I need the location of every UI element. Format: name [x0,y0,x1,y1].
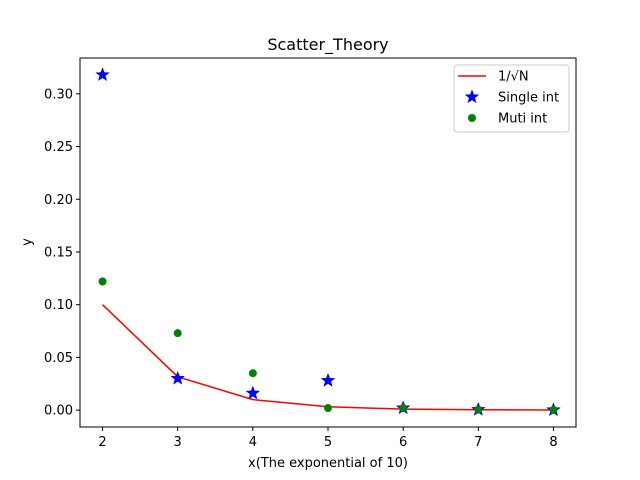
x-tick-label: 3 [174,435,182,450]
muti-int-dot-marker [98,277,107,286]
single-int-star-marker [245,385,261,400]
y-tick-label: 0.20 [44,193,73,208]
y-tick-label: 0.10 [44,298,73,313]
x-tick-label: 8 [549,435,557,450]
y-tick-label: 0.05 [44,351,73,366]
legend-label: Muti int [498,112,547,127]
single-int-star-marker [170,370,186,385]
x-tick-label: 6 [399,435,407,450]
muti-int-dot-marker [324,404,332,413]
y-tick-label: 0.25 [44,140,73,155]
y-tick-label: 0.00 [44,404,73,419]
x-axis: 2 3 4 5 6 7 8 [98,427,558,450]
legend-box [453,64,570,133]
y-tick-label: 0.15 [44,245,73,260]
legend-label: 1/√N [498,70,529,85]
x-tick-label: 5 [324,435,332,450]
single-int-star-marker [95,67,110,82]
y-tick-label: 0.30 [44,87,73,102]
x-tick-label: 2 [98,435,106,450]
legend-label: Single int [498,91,559,106]
x-axis-label: x(The exponential of 10) [248,456,408,471]
plot-area [95,67,561,417]
y-axis-label: y [20,238,35,246]
muti-int-dot-marker [549,405,558,414]
chart-title: Scatter_Theory [267,35,388,55]
y-axis: 0.00 0.05 0.10 0.15 0.20 0.25 0.30 [44,87,80,419]
legend: 1/√N Single int Muti int [453,64,570,133]
x-tick-label: 4 [249,435,257,450]
legend-dot-swatch [468,114,476,122]
legend-star-swatch [464,89,480,104]
muti-int-dot-marker [474,405,483,414]
single-int-star-marker [320,372,336,387]
muti-int-dot-marker [173,329,182,338]
muti-int-dot-marker [248,369,257,378]
muti-int-dot-marker [399,404,408,413]
x-tick-label: 7 [474,435,482,450]
